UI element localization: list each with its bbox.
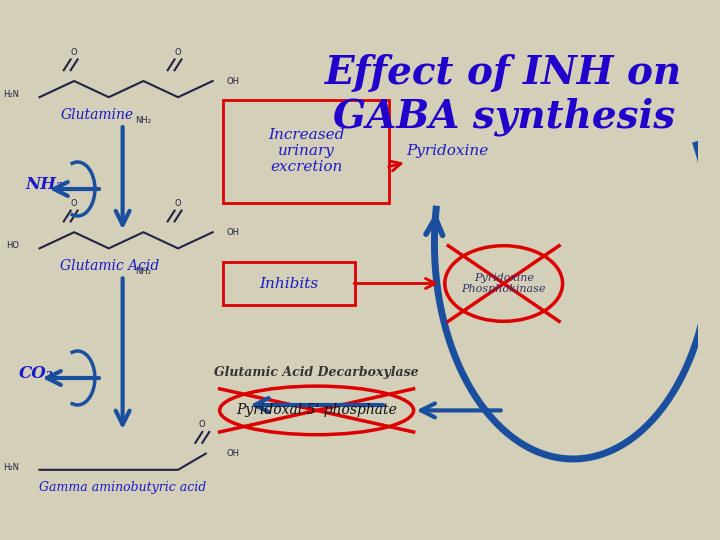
- Text: NH₂: NH₂: [135, 267, 151, 276]
- Ellipse shape: [445, 246, 562, 321]
- Text: NH₂: NH₂: [135, 116, 151, 125]
- Text: Effect of INH on
GABA synthesis: Effect of INH on GABA synthesis: [325, 54, 683, 137]
- Text: O: O: [71, 48, 78, 57]
- Text: Pyridoxal 5' phosphate: Pyridoxal 5' phosphate: [236, 403, 397, 417]
- Text: Pyridoxine
Phosphokinase: Pyridoxine Phosphokinase: [462, 273, 546, 294]
- Text: NH₃: NH₃: [26, 176, 64, 193]
- Text: OH: OH: [227, 77, 240, 85]
- Text: H₂N: H₂N: [3, 463, 19, 471]
- Text: Inhibits: Inhibits: [259, 276, 318, 291]
- Text: Gamma aminobutyric acid: Gamma aminobutyric acid: [40, 481, 207, 495]
- Text: H₂N: H₂N: [3, 90, 19, 99]
- Text: Glutamine: Glutamine: [60, 108, 133, 122]
- Text: O: O: [175, 48, 181, 57]
- FancyBboxPatch shape: [223, 100, 390, 202]
- Text: O: O: [199, 420, 206, 429]
- FancyBboxPatch shape: [223, 262, 355, 305]
- Text: Glutamic Acid: Glutamic Acid: [60, 259, 160, 273]
- Text: CO₂: CO₂: [19, 365, 54, 382]
- Text: HO: HO: [6, 241, 19, 250]
- Text: Glutamic Acid Decarboxylase: Glutamic Acid Decarboxylase: [215, 366, 419, 379]
- Text: O: O: [175, 199, 181, 208]
- Text: OH: OH: [227, 228, 240, 237]
- Ellipse shape: [220, 386, 413, 435]
- Text: Pyridoxine: Pyridoxine: [407, 144, 489, 158]
- Text: O: O: [71, 199, 78, 208]
- Text: Increased
urinary
excretion: Increased urinary excretion: [268, 128, 344, 174]
- Text: OH: OH: [227, 449, 240, 458]
